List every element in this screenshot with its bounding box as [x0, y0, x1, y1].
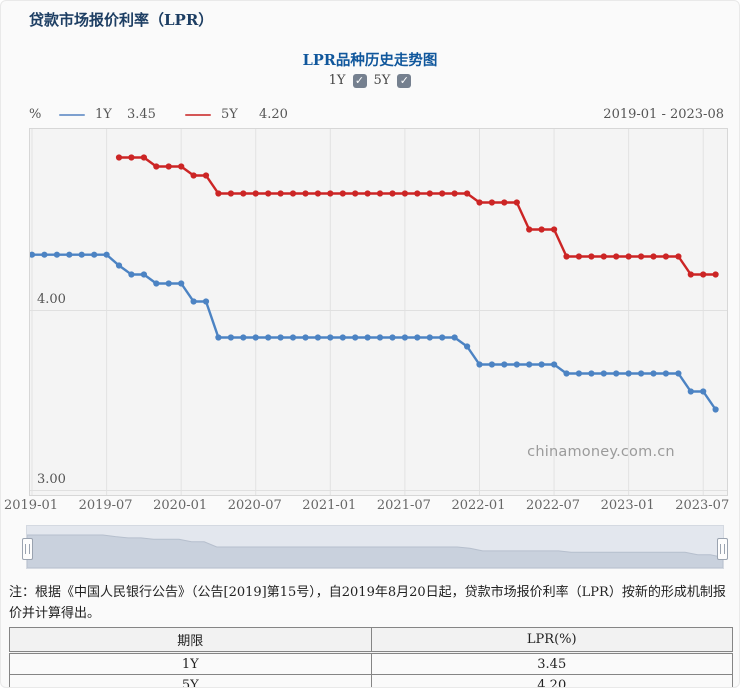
- x-axis-label: 2019-07: [78, 498, 133, 513]
- y-axis-label: 3.00: [37, 471, 66, 487]
- table-cell-term: 1Y: [9, 652, 372, 675]
- x-axis-label: 2021-01: [302, 498, 357, 513]
- x-axis-label: 2022-07: [526, 498, 581, 513]
- page-title: 贷款市场报价利率（LPR）: [29, 11, 214, 29]
- x-axis-label: 2023-01: [600, 498, 655, 513]
- lpr-summary-table: 期限 LPR(%) 1Y 3.45 5Y 4.20: [9, 627, 733, 687]
- x-axis: 2019-01 2019-07 2020-01 2020-07 2021-01 2021-…: [1, 498, 739, 516]
- legend-5y-name[interactable]: 5Y: [221, 107, 238, 122]
- toggle-5y-label: 5Y: [373, 73, 391, 88]
- x-axis-label: 2020-07: [227, 498, 282, 513]
- date-range: 2019-01 - 2023-08: [603, 107, 724, 122]
- x-axis-label: 2019-01: [3, 498, 59, 513]
- table-row: 5Y 4.20: [9, 674, 733, 687]
- y-axis-unit: %: [29, 107, 42, 122]
- legend-line-5y-icon: [185, 114, 211, 116]
- x-axis-label: 2021-07: [376, 498, 431, 513]
- x-axis-label: 2023-07: [675, 498, 730, 513]
- y-axis-label: 4.00: [37, 291, 66, 307]
- grip-icon: [25, 544, 30, 554]
- table-row: 1Y 3.45: [9, 652, 733, 675]
- grip-icon: [720, 544, 725, 554]
- chart-title: LPR品种历史走势图: [302, 52, 438, 69]
- legend-5y-value: 4.20: [259, 107, 288, 122]
- x-axis-label: 2020-01: [153, 498, 208, 513]
- series-toggles: 1Y ✓ 5Y ✓: [1, 73, 739, 88]
- legend-line-1y-icon: [59, 114, 85, 116]
- legend-1y-name[interactable]: 1Y: [95, 107, 112, 122]
- toggle-1y-label: 1Y: [328, 73, 346, 88]
- toggle-1y-checkbox[interactable]: ✓: [352, 73, 367, 88]
- slider-shadow: [26, 534, 724, 569]
- chart-canvas: [30, 129, 727, 495]
- watermark: chinamoney.com.cn: [527, 444, 675, 460]
- check-icon: ✓: [399, 74, 409, 87]
- toggle-5y-checkbox[interactable]: ✓: [397, 73, 412, 88]
- legend: % 1Y 3.45 5Y 4.20 2019-01 - 2023-08: [1, 105, 739, 125]
- table-cell-value: 3.45: [370, 652, 733, 675]
- series-line-1y: [32, 253, 717, 411]
- slider-left-handle[interactable]: [22, 538, 33, 560]
- table-cell-value: 4.20: [370, 674, 733, 687]
- chart-plot-area[interactable]: 4.00 3.00: [29, 128, 728, 496]
- footnote: 注：根据《中国人民银行公告》（公告[2019]第15号），自2019年8月20日…: [9, 585, 726, 621]
- table-header-term: 期限: [9, 627, 372, 654]
- check-icon: ✓: [354, 74, 365, 87]
- slider-right-handle[interactable]: [717, 538, 728, 560]
- legend-1y-value: 3.45: [127, 107, 156, 122]
- table-header-lpr: LPR(%): [370, 627, 733, 654]
- table-header-row: 期限 LPR(%): [9, 627, 733, 654]
- table-cell-term: 5Y: [9, 674, 372, 687]
- datazoom-slider[interactable]: [22, 525, 728, 569]
- x-axis-label: 2022-01: [451, 498, 506, 513]
